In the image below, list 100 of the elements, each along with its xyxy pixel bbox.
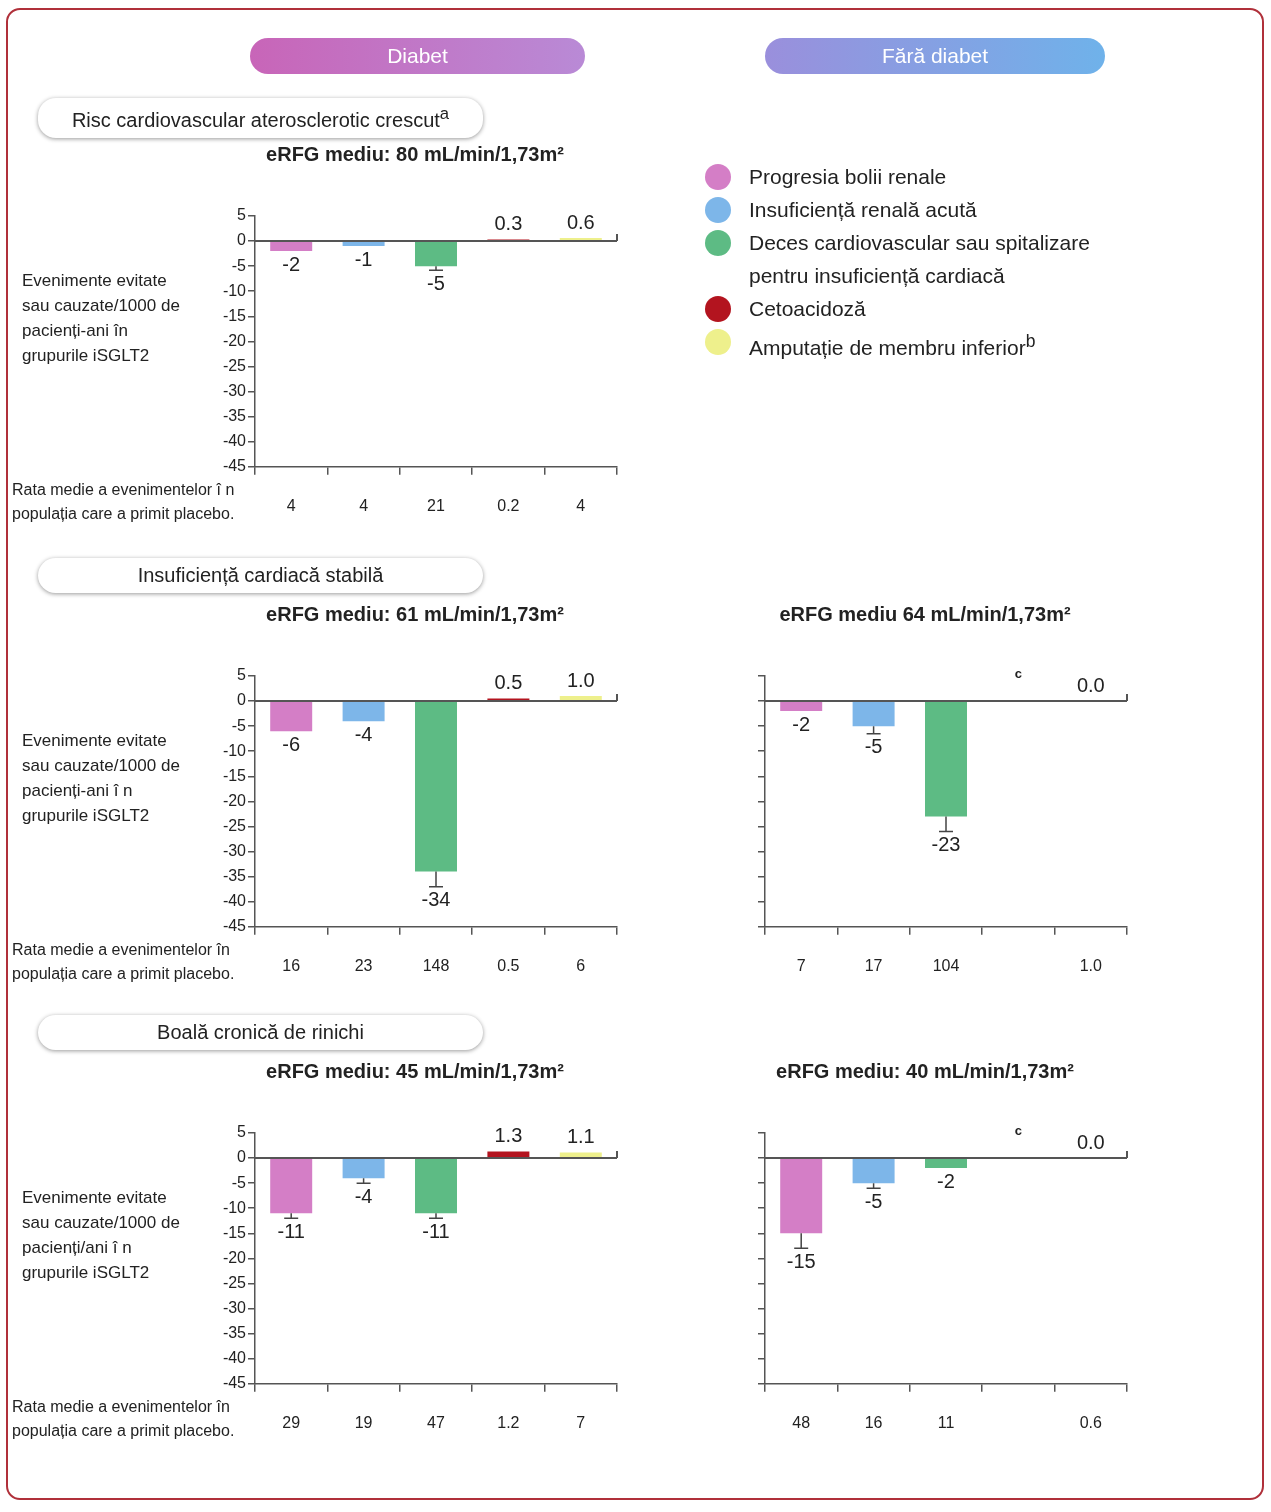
- chart-subtitle: Risc cardiovascular aterosclerotic crescut$^{a}$: [38, 98, 483, 138]
- x-tick-label: 4: [576, 496, 586, 514]
- legend-label: Deces cardiovascular sau spitalizare pentru insuficiență cardiacă: [748, 230, 1091, 289]
- data-label: -34: [421, 888, 451, 911]
- y-tick-label: -20: [222, 791, 247, 809]
- x-tick-label: 0.5: [497, 956, 520, 974]
- x-axis-title: Rata medie a evenimentelor î n populația care a primit placebo.: [12, 480, 236, 524]
- y-tick-label: -40: [222, 1349, 247, 1367]
- data-label: -1: [354, 247, 373, 270]
- text: c: [1014, 666, 1023, 682]
- y-tick-label: -25: [222, 356, 247, 374]
- chart-title: eRFG mediu: 45 mL/min/1,73m²: [265, 1060, 565, 1083]
- y-tick-label: -35: [222, 1324, 247, 1342]
- data-label: -15: [786, 1249, 816, 1272]
- chart-subtitle: Boală cronică de rinichi: [38, 1015, 483, 1050]
- legend-label: Cetoacidoză: [748, 296, 867, 322]
- y-tick-label: -45: [222, 917, 247, 935]
- y-tick-label: -45: [222, 457, 247, 475]
- x-tick-label: 7: [576, 1413, 586, 1431]
- y-tick-label: -25: [222, 1273, 247, 1291]
- chart-subtitle: Insuficiență cardiacă stabilă: [38, 558, 483, 593]
- y-axis-title: Evenimente evitate sau cauzate/1000 de pacienți-ani în grupurile iSGLT2: [22, 270, 181, 367]
- data-label: 0.0: [1076, 673, 1105, 696]
- y-tick-label: -30: [222, 1298, 247, 1316]
- x-tick-label: 29: [282, 1413, 301, 1431]
- y-tick-label: -10: [222, 1198, 247, 1216]
- data-label: -2: [282, 252, 301, 275]
- data-label: -4: [354, 722, 373, 745]
- x-tick-label: 19: [354, 1413, 373, 1431]
- x-axis-title: Rata medie a evenimentelor în populația care a primit placebo.: [12, 940, 236, 984]
- x-tick-label: 4: [359, 496, 369, 514]
- x-tick-label: 11: [937, 1413, 955, 1431]
- y-tick-label: -20: [222, 1248, 247, 1266]
- chart-title: eRFG mediu 64 mL/min/1,73m²: [778, 603, 1072, 626]
- y-tick-label: 0: [237, 231, 247, 249]
- x-tick-label: 148: [422, 956, 450, 974]
- y-tick-label: -35: [222, 407, 247, 425]
- y-tick-label: -40: [222, 892, 247, 910]
- y-tick-label: -5: [231, 716, 247, 734]
- y-tick-label: -15: [222, 766, 247, 784]
- legend-label: Insuficiență renală acută: [748, 197, 978, 223]
- x-tick-label: 0.2: [497, 496, 520, 514]
- y-tick-label: 0: [237, 1148, 247, 1166]
- y-tick-label: -20: [222, 331, 247, 349]
- y-tick-label: -35: [222, 867, 247, 885]
- data-label: -5: [427, 271, 445, 294]
- y-tick-label: -25: [222, 816, 247, 834]
- chart-title: eRFG mediu: 61 mL/min/1,73m²: [265, 603, 565, 626]
- data-label: -4: [354, 1184, 373, 1207]
- x-tick-label: 104: [932, 956, 960, 974]
- x-tick-label: 16: [282, 956, 301, 974]
- y-tick-label: -5: [231, 1173, 247, 1191]
- x-tick-label: 0.6: [1079, 1413, 1103, 1431]
- x-tick-label: 6: [576, 956, 586, 974]
- data-label: -2: [937, 1169, 955, 1192]
- x-axis-title: Rata medie a evenimentelor în populația care a primit placebo.: [12, 1397, 236, 1441]
- x-tick-label: 16: [864, 1413, 883, 1431]
- legend-label: Amputație de membru inferior$^{b}$: [748, 330, 1037, 361]
- x-tick-label: 7: [796, 956, 806, 974]
- y-axis-title: Evenimente evitate sau cauzate/1000 de pacienți-ani î n grupurile iSGLT2: [22, 730, 181, 827]
- y-tick-label: -30: [222, 381, 247, 399]
- x-tick-label: 4: [286, 496, 296, 514]
- data-label: 0.5: [494, 671, 523, 694]
- y-tick-label: 5: [237, 666, 247, 684]
- data-label: 1.1: [566, 1125, 595, 1148]
- legend-label: Progresia bolii renale: [748, 164, 948, 190]
- data-label: 0.3: [494, 212, 523, 235]
- y-tick-label: -30: [222, 841, 247, 859]
- x-tick-label: 17: [864, 956, 883, 974]
- y-tick-label: -10: [222, 741, 247, 759]
- x-tick-label: 47: [427, 1413, 445, 1431]
- y-axis-title: Evenimente evitate sau cauzate/1000 de pacienți/ani î n grupurile iSGLT2: [22, 1187, 181, 1284]
- x-tick-label: 1.2: [497, 1413, 520, 1431]
- text: c: [1014, 1123, 1023, 1139]
- text: Fără diabet: [765, 38, 1105, 74]
- data-label: -6: [282, 732, 301, 755]
- x-tick-label: 48: [792, 1413, 811, 1431]
- data-label: 1.3: [494, 1124, 523, 1147]
- chart-title: eRFG mediu: 80 mL/min/1,73m²: [265, 143, 565, 166]
- data-label: -2: [792, 712, 811, 735]
- y-tick-label: -10: [222, 281, 247, 299]
- x-tick-label: 1.0: [1079, 956, 1103, 974]
- y-tick-label: 5: [237, 206, 247, 224]
- y-tick-label: -45: [222, 1374, 247, 1392]
- x-tick-label: 21: [427, 496, 445, 514]
- data-label: 0.6: [566, 210, 595, 233]
- data-label: -5: [864, 1189, 883, 1212]
- y-tick-label: -5: [231, 256, 247, 274]
- y-tick-label: -15: [222, 306, 247, 324]
- y-tick-label: 0: [237, 691, 247, 709]
- y-tick-label: -15: [222, 1223, 247, 1241]
- y-tick-label: -40: [222, 432, 247, 450]
- data-label: -11: [422, 1219, 450, 1242]
- y-tick-label: 5: [237, 1123, 247, 1141]
- text: Diabet: [250, 38, 585, 74]
- chart-title: eRFG mediu: 40 mL/min/1,73m²: [775, 1060, 1075, 1083]
- x-tick-label: 23: [354, 956, 373, 974]
- data-label: 1.0: [566, 668, 595, 691]
- data-label: -11: [277, 1219, 305, 1242]
- data-label: -23: [931, 833, 961, 856]
